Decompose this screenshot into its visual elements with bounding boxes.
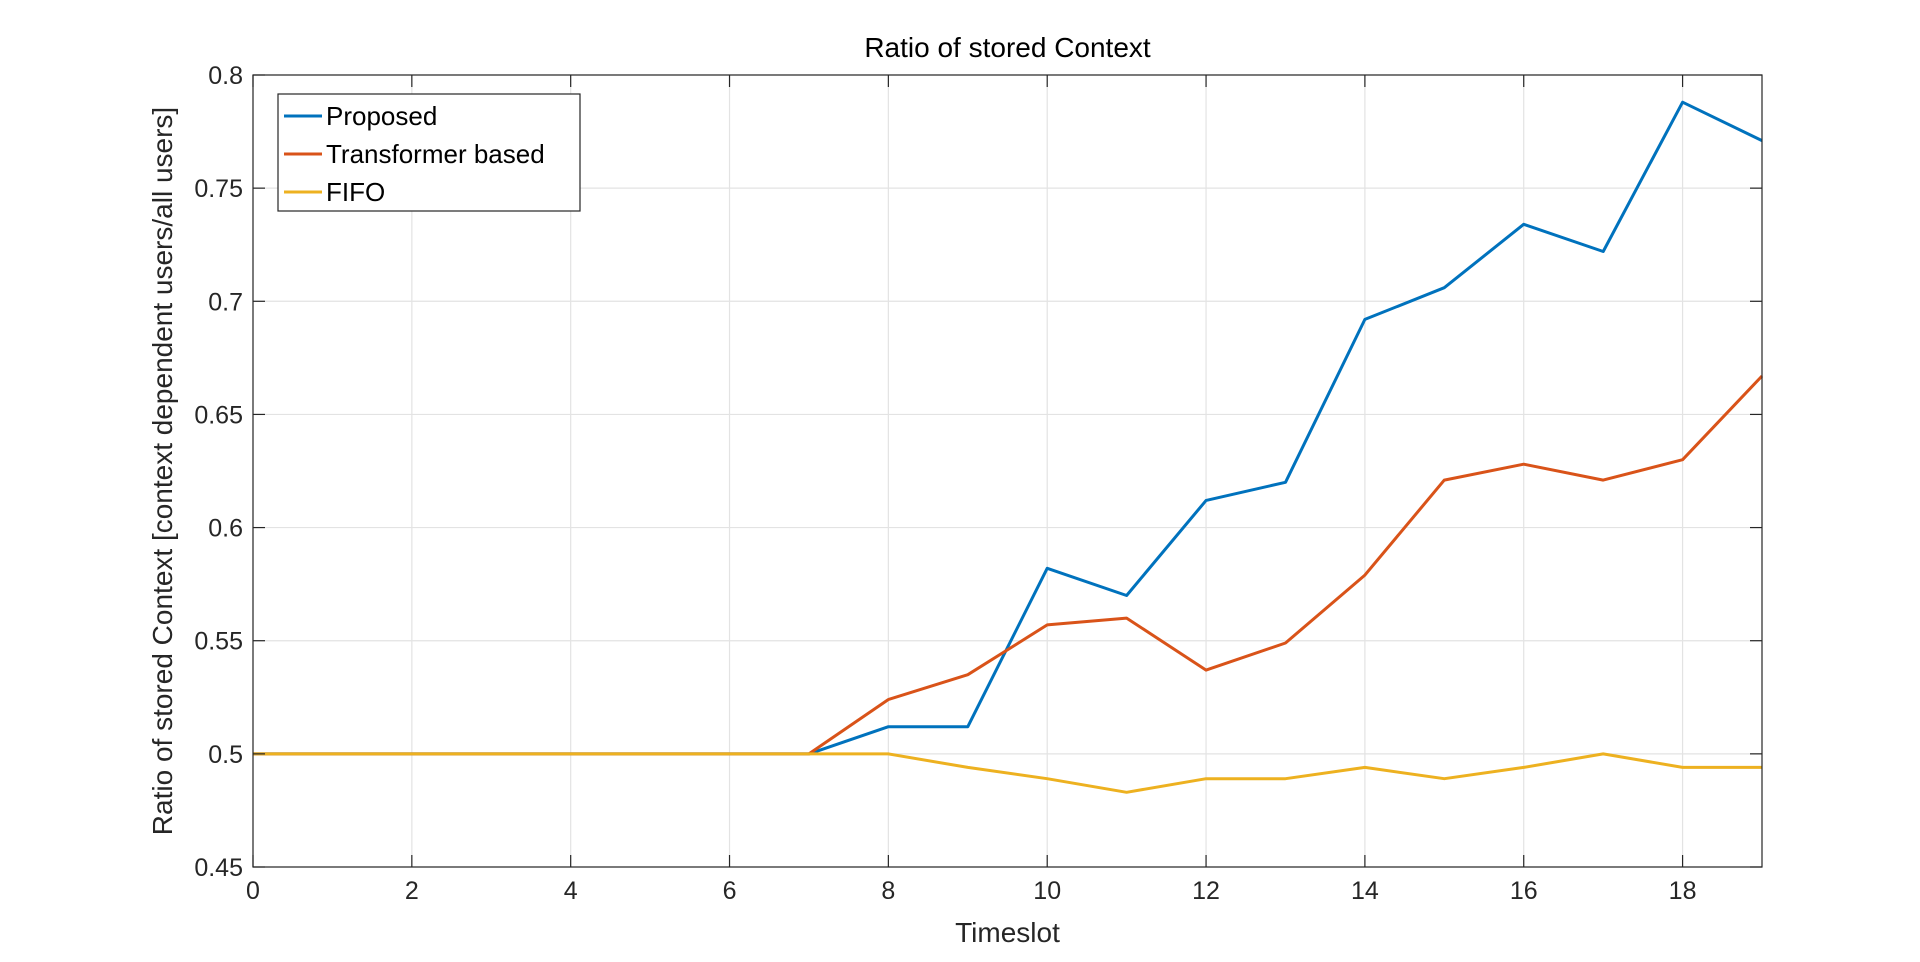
y-tick-label: 0.75 [194,175,243,203]
legend-box [277,93,581,212]
legend: Proposed Transformer based FIFO [277,93,581,212]
y-tick-label: 0.55 [194,628,243,656]
x-tick-label: 14 [1351,877,1379,905]
x-tick-label: 12 [1192,877,1220,905]
x-tick-label: 18 [1669,877,1697,905]
y-tick-label: 0.8 [208,62,243,90]
y-tick-label: 0.6 [208,515,243,543]
series-lines [253,100,1764,794]
x-tick-label: 8 [881,877,895,905]
y-tick-label: 0.65 [194,401,243,429]
plot-frame [252,74,1763,868]
series-line-3 [253,752,1762,794]
y-tick-label: 0.7 [208,288,243,316]
axis-ticks: 0 2 4 6 8 10 12 14 16 18 0.45 0.5 0.55 0.6 0.65 0.7 0.75… [194,62,1762,905]
legend-label-2: Transformer based [326,139,545,169]
x-tick-label: 0 [246,877,260,905]
y-tick-label: 0.5 [208,741,243,769]
y-axis-title: Ratio of stored Context [context depende… [147,107,178,835]
legend-label-1: Proposed [326,101,437,131]
legend-label-3: FIFO [326,177,385,207]
x-tick-label: 10 [1033,877,1061,905]
x-tick-label: 16 [1510,877,1538,905]
x-tick-label: 2 [405,877,419,905]
x-axis-title: Timeslot [955,917,1060,948]
x-tick-label: 6 [723,877,737,905]
chart-title: Ratio of stored Context [864,32,1151,63]
x-tick-label: 4 [564,877,578,905]
y-tick-label: 0.45 [194,854,243,882]
